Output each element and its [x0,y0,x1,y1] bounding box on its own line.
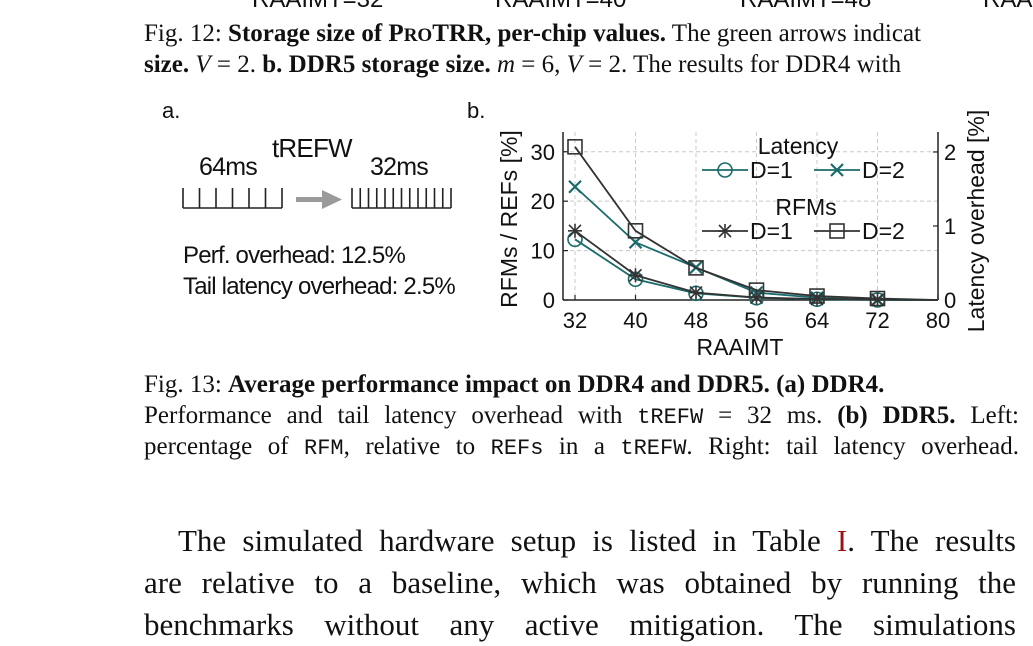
fig12-legend-label: RAAIMT=48 [740,0,871,14]
trefw-label: tREFW [272,133,353,163]
legend-title-rfms: RFMs [775,194,836,220]
caption-text: = 32 ms. [703,402,838,429]
panel-a-label: a. [162,98,181,123]
caption-bold: Average performance impact on DDR4 and D… [228,371,885,398]
panel-b-label: b. [467,98,486,123]
caption-bold: (b) DDR5. [837,402,956,429]
caption-small-caps: RO [403,25,433,46]
x-tick-label: 72 [865,308,889,333]
fig12-legend-label: RAAIMT=56 [983,0,1033,14]
caption-code: RFM [304,436,344,461]
data-point [689,285,703,300]
left-interval-value: 64ms [199,153,258,181]
caption-bold-part: TRR, per-chip values. [432,20,666,47]
caption-code: tREFW [620,436,687,461]
y-axis-right-label: Latency overhead [%] [963,110,989,332]
data-point [627,223,644,239]
data-point [628,268,643,283]
y-axis-left-label: RFMs / REFs [%] [496,130,522,308]
caption-text: , relative to [343,433,491,460]
y-left-tick-label: 20 [531,189,555,214]
y-right-tick-label: 0 [944,288,956,313]
y-left-tick-label: 10 [531,239,555,264]
legend-marker [718,224,732,238]
x-tick-label: 80 [926,308,950,333]
caption-bold-part: Storage size of P [228,20,404,47]
caption-text: . Right: tail latency overhead. [686,433,1019,460]
math-var: V [566,51,582,78]
series [567,139,939,308]
arrow-icon [296,190,342,209]
x-tick-label: 40 [623,308,647,333]
paragraph-line: benchmarks without any active mitigation… [144,607,1016,642]
x-tick-label: 56 [744,308,768,333]
paragraph-line: The simulated hardware setup is listed i… [144,520,1016,562]
legend-marker [829,223,845,239]
ddr5-chart: RFMs / REFs [%] Latency overhead [%] RAA… [496,110,989,360]
caption-prefix: Fig. 13: [144,371,229,398]
fig13-caption-line3: percentage of RFM, relative to REFs in a… [144,433,1019,461]
fig12-legend-label: RAAIMT=40 [495,0,626,14]
caption-bold: size. [144,51,190,78]
data-point [869,290,886,307]
legend-label: D=2 [862,157,905,183]
legend-marker [830,163,844,177]
y-right-tick-label: 2 [944,140,956,165]
math-var: V [195,51,211,78]
fig13-caption-line2: Performance and tail latency overhead wi… [144,402,1019,430]
fig12-legend-fragment: RAAIMT=32 RAAIMT=40 RAAIMT=48 RAAIMT=56 [0,0,1033,14]
caption-text: in a [543,433,621,460]
paragraph-text: The simulated hardware setup is listed i… [178,523,837,558]
refresh-interval-diagram [182,188,452,209]
caption-bold: Storage size of PROTRR, per-chip values. [228,20,666,47]
legend-label: D=1 [750,157,793,183]
perf-overhead-text: Perf. overhead: 12.5% [183,242,406,269]
data-point [810,292,824,307]
paragraph-text: . The results [847,523,1016,558]
math-var: m [490,51,516,78]
caption-text: = 2. [210,51,263,78]
data-point [568,179,582,194]
caption-text: Left: [955,402,1019,429]
series-line-rfms-d2 [574,146,939,301]
fig12-caption-line1: Fig. 12: Storage size of PROTRR, per-chi… [144,20,921,48]
x-tick-label: 48 [684,308,708,333]
legend-label: D=2 [862,218,905,244]
y-right-tick-label: 1 [944,214,956,239]
x-tick-label: 64 [805,308,829,333]
fig12-legend-label: RAAIMT=32 [252,0,383,14]
caption-text: Performance and tail latency overhead wi… [144,402,638,429]
caption-text: percentage of [144,433,304,460]
data-point [688,260,704,276]
caption-code: REFs [490,436,544,461]
tail-latency-overhead-text: Tail latency overhead: 2.5% [183,273,456,300]
table-reference-link[interactable]: I [836,523,848,558]
caption-prefix: Fig. 12: [144,20,229,47]
paragraph-line: are relative to a baseline, which was ob… [144,565,1016,600]
legend-label: D=1 [750,218,793,244]
caption-code: tREFW [637,405,704,430]
refresh-ticks-64ms [182,188,283,209]
x-tick-label: 32 [563,308,587,333]
data-point [567,139,583,155]
fig13-caption-line1: Fig. 13: Average performance impact on D… [144,371,884,399]
body-paragraph: The simulated hardware setup is listed i… [144,520,1016,646]
fig12-caption-line2: size. V = 2. b. DDR5 storage size. m = 6… [144,51,901,79]
y-left-tick-label: 30 [531,140,555,165]
data-point [748,282,765,298]
caption-text: = 6, [515,51,567,78]
legend-title-latency: Latency [758,133,839,159]
refresh-ticks-32ms [351,188,452,209]
data-point [568,223,582,238]
caption-text: = 2. The results for DDR4 with [581,51,902,78]
caption-bold: b. DDR5 storage size. [262,51,491,78]
x-axis-label: RAAIMT [697,334,784,360]
caption-text: The green arrows indicat [666,20,921,47]
data-point [809,288,825,304]
right-interval-value: 32ms [370,153,429,181]
legend-marker [717,162,733,178]
y-left-tick-label: 0 [543,288,555,313]
